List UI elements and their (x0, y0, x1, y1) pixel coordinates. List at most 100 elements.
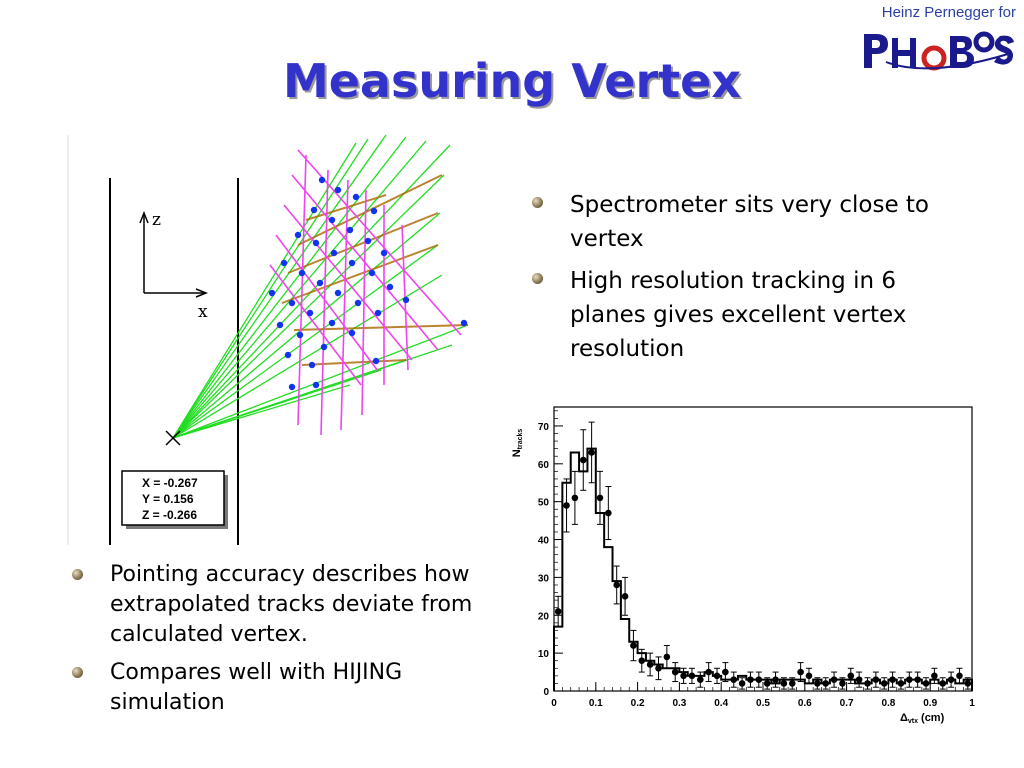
x-tick-label: 0.1 (589, 698, 603, 709)
reconstructed-track (297, 174, 443, 246)
hit-point (354, 299, 362, 307)
hit-point (276, 321, 284, 329)
bullet-text: Spectrometer sits very close to vertex (570, 192, 929, 252)
x-tick-label: 0.3 (672, 698, 686, 709)
data-point (697, 676, 704, 683)
bullet-item: Pointing accuracy describes how extrapol… (72, 560, 522, 650)
track-line (172, 384, 351, 439)
hit-point (364, 237, 372, 245)
data-point (763, 680, 771, 687)
hit-point (308, 361, 316, 369)
data-point (655, 664, 662, 672)
detector-plane (361, 189, 367, 416)
x-arrowhead-icon (195, 288, 209, 298)
data-point (780, 680, 788, 687)
reconstructed-track (293, 324, 469, 331)
data-point (755, 676, 763, 683)
hit-point (380, 249, 388, 257)
hit-point (374, 309, 382, 317)
plot-frame (553, 406, 973, 692)
data-point (663, 653, 671, 661)
track-line (172, 138, 369, 439)
hit-point (312, 381, 320, 389)
track-line (172, 142, 357, 439)
data-point (939, 680, 947, 687)
bullet-icon (532, 273, 543, 284)
hit-point (348, 259, 356, 267)
data-point (872, 676, 880, 683)
bullet-icon (532, 197, 543, 208)
data-point (730, 676, 738, 683)
data-point (788, 680, 796, 687)
data-point (964, 680, 972, 687)
vertex-readout-box (121, 470, 225, 526)
y-axis-label: Ntracks (511, 429, 524, 458)
detector-plane (275, 234, 379, 372)
x-tick-label: 0.5 (756, 698, 770, 709)
data-point (688, 672, 696, 680)
vertex-readout-z: Z = -0.266 (142, 508, 197, 522)
hit-point (288, 299, 296, 307)
x-tick-label: 0.8 (881, 698, 895, 709)
track-line (172, 274, 443, 439)
x-axis-ticks: 0 0.1 0.2 0.3 0.4 0.5 0.6 0.7 0.8 0.9 1 (551, 682, 975, 709)
hit-point (296, 331, 304, 339)
x-tick-label: 0.4 (714, 698, 728, 709)
data-point (671, 668, 679, 676)
hit-point (334, 289, 342, 297)
data-point (605, 509, 612, 517)
reconstructed-track (305, 194, 387, 221)
hit-points (268, 176, 468, 391)
y-tick-label: 20 (538, 611, 550, 622)
bullet-item: Spectrometer sits very close to vertex (532, 188, 952, 256)
detector-plane (297, 154, 307, 426)
data-point (797, 668, 804, 676)
vertex-readout-y: Y = 0.156 (142, 492, 194, 506)
hit-point (352, 193, 360, 201)
page-title: Measuring Vertex (282, 54, 742, 108)
data-point (889, 676, 896, 683)
vertex-cross-icon (165, 430, 181, 446)
hit-point (372, 357, 380, 365)
data-point (579, 456, 587, 464)
data-point (906, 676, 913, 683)
data-point (630, 642, 637, 649)
bullet-text: Pointing accuracy describes how extrapol… (110, 562, 473, 647)
y-tick-label: 70 (538, 422, 550, 433)
data-point (914, 676, 921, 683)
hit-point (318, 176, 326, 184)
detector-plane (340, 179, 349, 431)
y-tick-label: 0 (543, 687, 549, 698)
data-point (738, 680, 746, 687)
hit-point (348, 329, 356, 337)
data-point (588, 449, 595, 456)
bullet-icon (72, 569, 83, 580)
hit-point (298, 269, 306, 277)
hit-point (328, 216, 336, 224)
track-line (172, 140, 427, 439)
data-point (772, 676, 779, 683)
track-line (172, 212, 441, 439)
z-axis-label: z (152, 210, 161, 230)
x-tick-label: 0 (551, 698, 557, 709)
detector-plane (283, 204, 413, 361)
vertex-readout-x: X = -0.267 (142, 476, 198, 490)
data-point (613, 581, 620, 589)
y-tick-label: 10 (538, 649, 550, 660)
bullet-list-right: Spectrometer sits very close to vertex H… (532, 188, 952, 374)
reconstructed-track (281, 244, 439, 304)
data-point (855, 676, 863, 683)
bullet-list-left: Pointing accuracy describes how extrapol… (72, 560, 522, 726)
data-point (638, 657, 646, 665)
hit-point (316, 279, 324, 287)
detector-plane (297, 149, 462, 336)
data-point (864, 680, 871, 687)
track-line (172, 324, 469, 439)
y-tick-label: 30 (538, 573, 550, 584)
detector-planes (269, 149, 462, 436)
track-line (172, 136, 407, 439)
data-point (722, 668, 729, 676)
hit-point (280, 259, 288, 267)
y-tick-label: 40 (538, 536, 550, 547)
data-point (880, 680, 888, 687)
